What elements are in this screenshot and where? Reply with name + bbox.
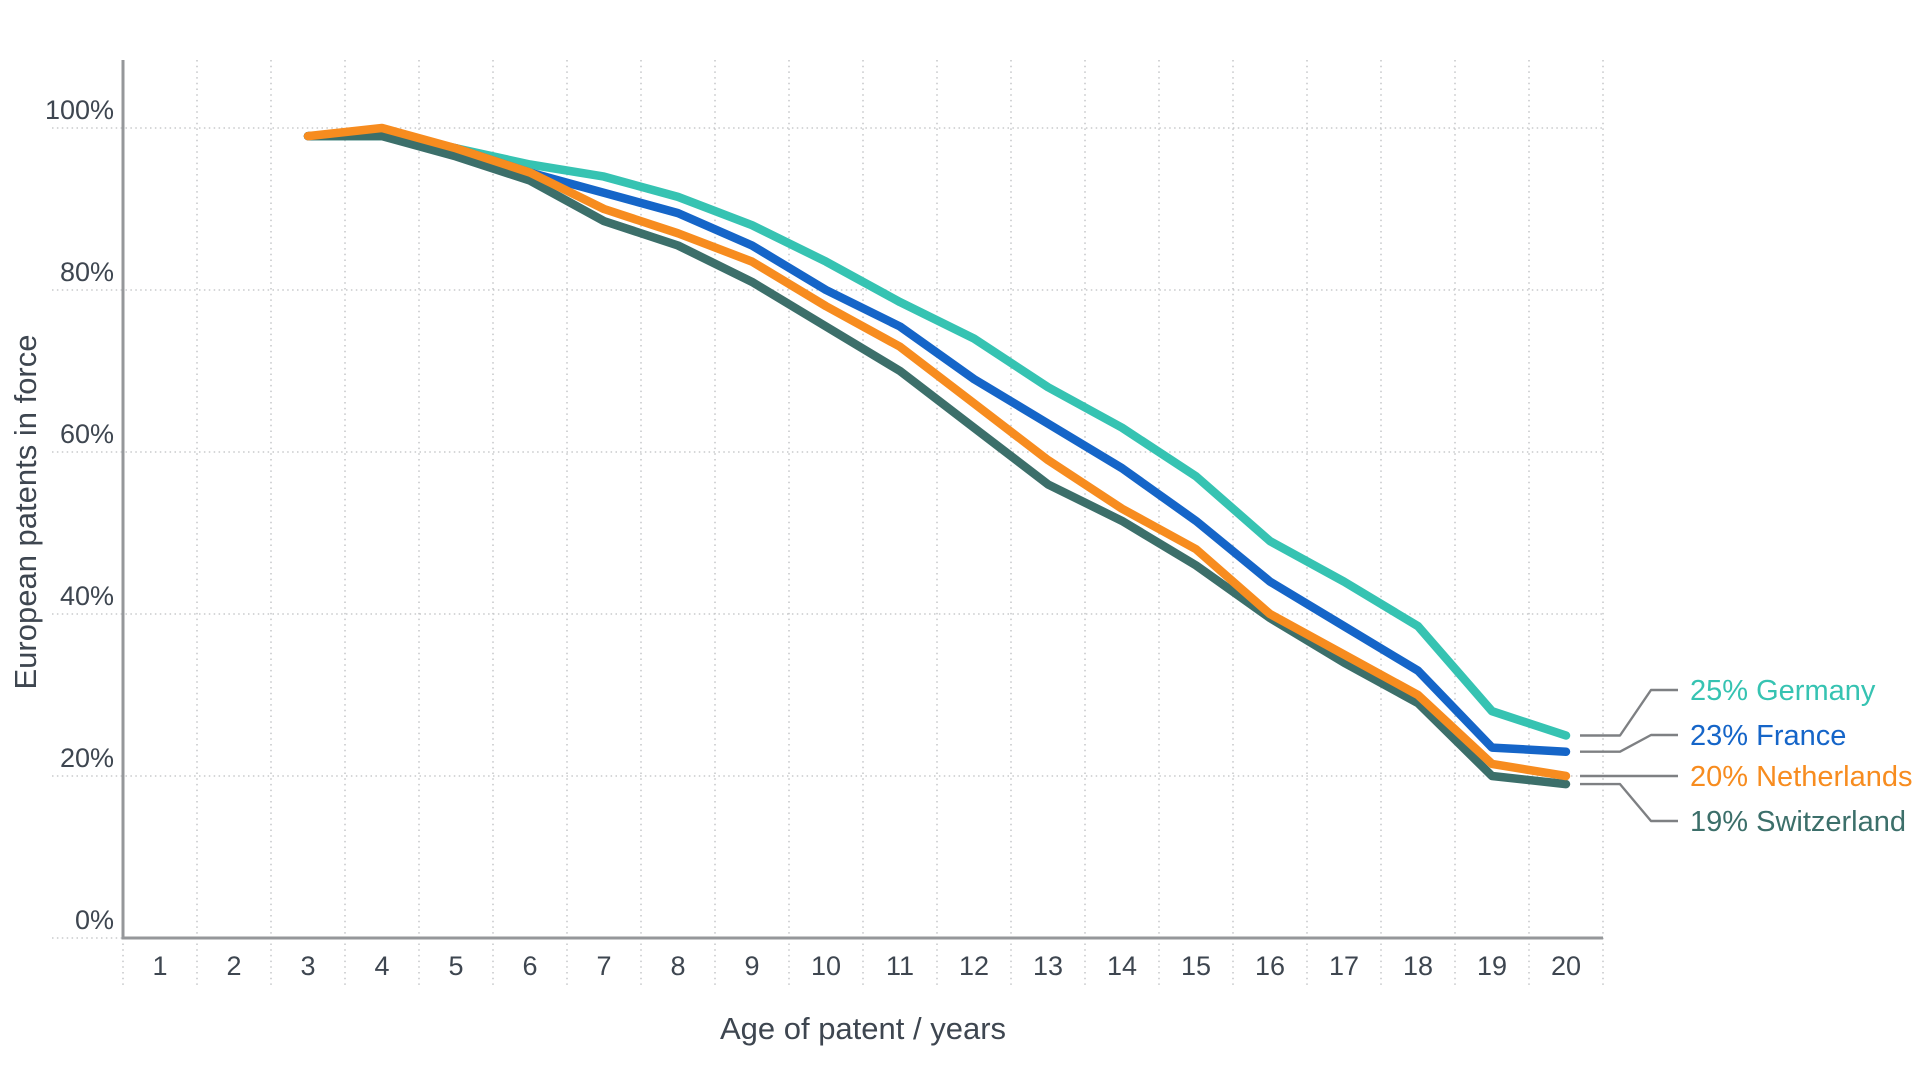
x-tick-label: 2 [226, 951, 241, 981]
legend-label-germany: 25% Germany [1690, 675, 1876, 707]
x-tick-label: 4 [374, 951, 389, 981]
x-tick-label: 16 [1255, 951, 1285, 981]
legend-connectors [1580, 688, 1678, 823]
x-tick-label: 7 [596, 951, 611, 981]
legend-connector-france [1580, 733, 1678, 753]
x-axis-tick-labels: 1 2 3 4 5 6 7 8 9 10 11 12 13 14 15 16 17 18 19 20 [152, 951, 1581, 981]
legend-connector-germany [1580, 688, 1678, 737]
series-line-netherlands [303, 123, 1571, 781]
x-axis-title: Age of patent / years [720, 1011, 1006, 1046]
x-tick-label: 14 [1107, 951, 1137, 981]
x-tick-label: 17 [1329, 951, 1359, 981]
axes [121, 60, 1603, 940]
x-tick-label: 3 [300, 951, 315, 981]
legend: 25% Germany 23% France 19% Switzerland 20% … [1690, 675, 1912, 838]
legend-label-france: 23% France [1690, 720, 1846, 752]
legend-label-netherlands: 20% Netherlands [1690, 761, 1912, 793]
horizontal-gridlines [52, 127, 1603, 939]
x-tick-label: 6 [522, 951, 537, 981]
x-tick-label: 18 [1403, 951, 1433, 981]
vertical-gridlines [122, 60, 1604, 985]
series-lines [303, 123, 1571, 789]
y-axis-tick-labels: 0% 20% 40% 60% 80% 100% [45, 95, 114, 935]
x-tick-label: 8 [670, 951, 685, 981]
x-tick-label: 12 [959, 951, 989, 981]
series-line-switzerland [303, 131, 1571, 789]
x-tick-label: 10 [811, 951, 841, 981]
series-line-germany [303, 131, 1571, 740]
y-tick-label: 80% [60, 257, 114, 287]
x-tick-label: 20 [1551, 951, 1581, 981]
y-tick-label: 20% [60, 743, 114, 773]
x-tick-label: 19 [1477, 951, 1507, 981]
x-tick-label: 13 [1033, 951, 1063, 981]
y-tick-label: 0% [75, 905, 114, 935]
x-tick-label: 1 [152, 951, 167, 981]
y-axis-title: European patents in force [8, 334, 43, 689]
y-tick-label: 40% [60, 581, 114, 611]
legend-label-switzerland: 19% Switzerland [1690, 806, 1906, 838]
x-tick-label: 5 [448, 951, 463, 981]
y-tick-label: 60% [60, 419, 114, 449]
x-tick-label: 11 [886, 951, 914, 981]
y-tick-label: 100% [45, 95, 114, 125]
legend-connector-switzerland [1580, 782, 1678, 823]
x-tick-label: 9 [744, 951, 759, 981]
x-tick-label: 15 [1181, 951, 1211, 981]
